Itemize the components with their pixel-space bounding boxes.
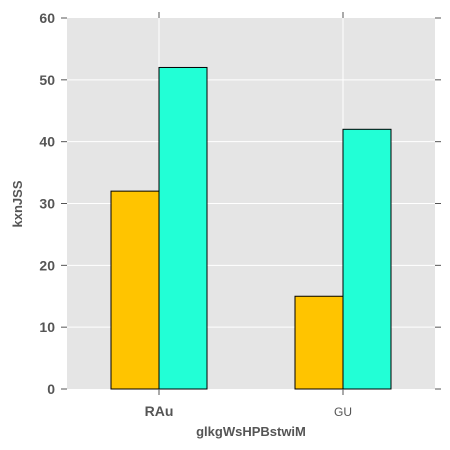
y-axis-title: kxnJSS	[10, 180, 25, 227]
y-tick-label: 60	[39, 10, 55, 26]
bar-RAu-series-2	[158, 66, 208, 390]
bar-series	[110, 66, 392, 390]
y-tick-label: 10	[39, 319, 55, 335]
x-axis-title: glkgWsHPBstwiM	[196, 424, 306, 439]
y-tick-label: 50	[39, 72, 55, 88]
x-tick-labels: RAu GU	[145, 403, 352, 419]
x-tick-label-GU: GU	[334, 405, 352, 419]
axis-ticks	[61, 12, 441, 395]
y-tick-label: 20	[39, 257, 55, 273]
y-tick-label: 30	[39, 196, 55, 212]
bar-RAu-series-1	[110, 190, 160, 390]
y-tick-label: 0	[47, 381, 55, 397]
y-tick-labels: 0 10 20 30 40 50 60	[39, 10, 55, 397]
x-tick-label-RAu: RAu	[145, 403, 174, 419]
bar-GU-series-1	[294, 295, 344, 390]
y-tick-label: 40	[39, 134, 55, 150]
bar-GU-series-2	[342, 128, 392, 390]
